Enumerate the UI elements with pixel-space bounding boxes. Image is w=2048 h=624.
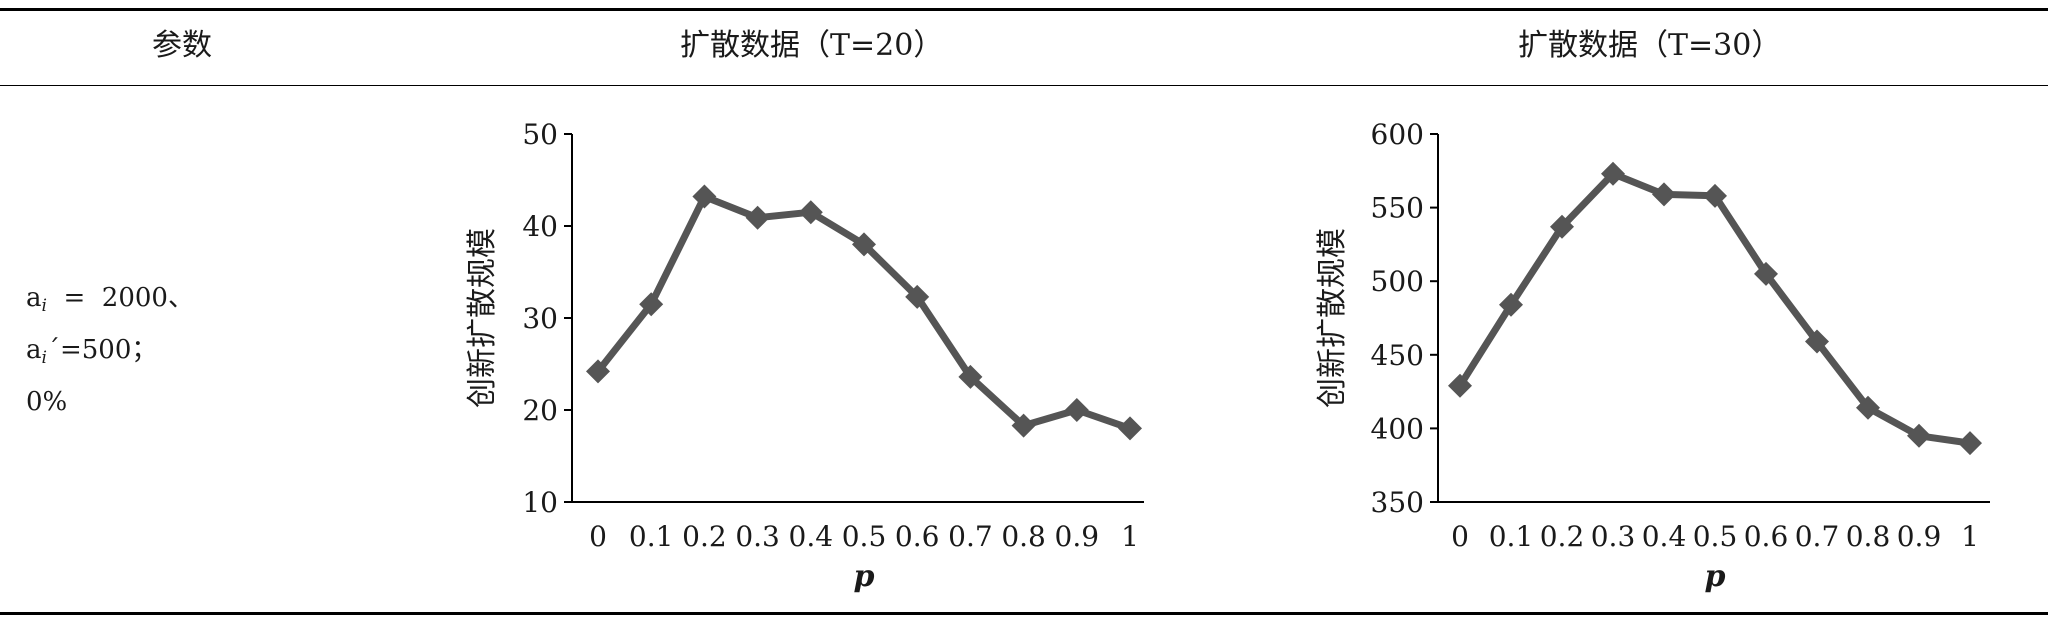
param-line-2: ai´=500；: [26, 328, 194, 380]
table-header-rule: [0, 85, 2048, 86]
y-tick-label: 10: [522, 486, 558, 519]
x-tick-label: 0.7: [948, 520, 993, 553]
data-point: [1907, 423, 1931, 448]
x-tick-label: 0: [1451, 520, 1469, 553]
y-tick-label: 350: [1371, 486, 1424, 519]
header-t20: 扩散数据（T=20）: [680, 28, 944, 63]
x-axis-label: p: [1705, 559, 1726, 594]
x-tick-label: 0.3: [735, 520, 780, 553]
x-tick-label: 0.2: [1540, 520, 1585, 553]
param-block: ai = 2000、 ai´=500； 0%: [26, 276, 194, 424]
chart-t20: 10 20 30 40 50 0 0.1 0.2 0.3 0.4 0.5 0.6 0.7 0.8 0.9 1 p…: [465, 118, 1144, 594]
data-point: [798, 200, 823, 225]
y-tick-label: 500: [1371, 265, 1424, 298]
data-point: [852, 232, 876, 257]
data-point: [692, 184, 717, 209]
data-point: [1064, 398, 1089, 422]
y-tick-label: 50: [522, 118, 558, 151]
x-tick-label: 0.1: [629, 520, 674, 553]
y-tick-label: 40: [522, 210, 558, 243]
x-tick-label: 0.6: [1744, 520, 1789, 553]
x-tick-label: 0.3: [1591, 520, 1636, 553]
y-tick-label: 600: [1371, 118, 1424, 151]
x-tick-label: 0.8: [1846, 520, 1891, 553]
data-point: [1856, 395, 1880, 420]
data-point: [586, 359, 610, 384]
y-axis-label: 创新扩散规模: [1315, 228, 1350, 408]
chart-t30: 350 400 450 500 550 600 0 0.1 0.2 0.3 0.4 0.5 0.6 0.7…: [1315, 118, 1990, 594]
x-tick-label: 0.5: [1693, 520, 1738, 553]
series-line: [595, 193, 1132, 432]
x-tick-label: 0.9: [1897, 520, 1942, 553]
param-line-3: 0%: [26, 387, 68, 417]
data-point: [1448, 373, 1472, 398]
x-tick-label: 1: [1121, 520, 1139, 553]
data-point: [1118, 416, 1142, 441]
x-tick-label: 0.7: [1795, 520, 1840, 553]
x-tick-label: 0.6: [895, 520, 940, 553]
data-point: [1754, 261, 1778, 286]
data-point: [1958, 431, 1982, 456]
x-tick-label: 0.9: [1055, 520, 1100, 553]
y-axis-label: 创新扩散规模: [465, 228, 500, 408]
data-point: [1601, 161, 1625, 186]
y-tick-label: 450: [1371, 339, 1424, 372]
param-a-base: a: [26, 283, 42, 313]
data-point: [745, 205, 770, 230]
table-bottom-rule: [0, 612, 2048, 615]
param-a-sub: i: [41, 296, 47, 316]
data-point: [1652, 182, 1676, 207]
data-point: [958, 364, 983, 389]
x-tick-label: 0.4: [789, 520, 834, 553]
x-tick-label: 0.5: [842, 520, 887, 553]
y-tick-label: 550: [1371, 192, 1424, 225]
y-tick-label: 20: [522, 394, 558, 427]
data-point: [1703, 183, 1727, 208]
header-param: 参数: [152, 28, 212, 63]
data-point: [1805, 329, 1829, 354]
x-tick-label: 0.8: [1001, 520, 1046, 553]
data-point: [905, 284, 930, 309]
x-tick-label: 0.4: [1642, 520, 1687, 553]
x-tick-label: 0.1: [1489, 520, 1534, 553]
param-line-1: ai = 2000、: [26, 276, 194, 328]
data-point: [1550, 214, 1574, 239]
param-a-prime-sub: i: [41, 348, 47, 368]
x-tick-label: 0: [589, 520, 607, 553]
param-a-prime-base: a: [26, 335, 42, 365]
data-point: [1011, 413, 1036, 438]
data-point: [639, 292, 664, 317]
data-point: [1499, 292, 1523, 317]
x-axis-label: p: [854, 559, 875, 594]
param-a-prime-value: ´=500；: [46, 335, 158, 365]
y-tick-label: 400: [1371, 412, 1424, 445]
y-tick-label: 30: [522, 302, 558, 335]
header-t30: 扩散数据（T=30）: [1518, 28, 1782, 63]
param-a-value: = 2000、: [46, 283, 194, 313]
table-top-rule: [0, 8, 2048, 11]
series-line: [1457, 170, 1971, 447]
x-tick-label: 0.2: [682, 520, 727, 553]
x-tick-label: 1: [1961, 520, 1979, 553]
